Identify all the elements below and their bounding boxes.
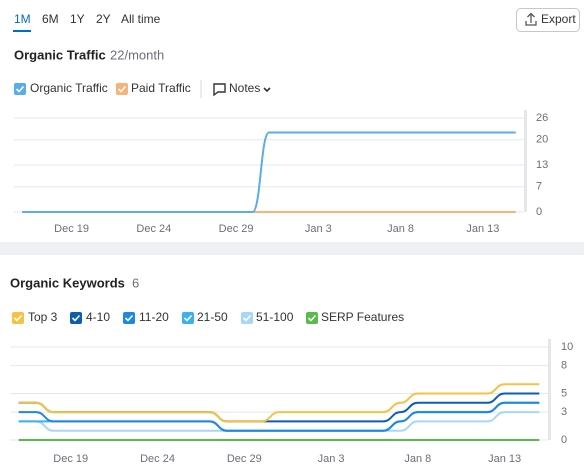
legend-label[interactable]: 51-100 (256, 310, 294, 324)
legend-checkbox[interactable] (116, 83, 128, 95)
series-line (22, 131, 516, 213)
checkmark (13, 314, 23, 322)
y-tick-label: 8 (561, 360, 567, 372)
y-tick-label: 10 (561, 341, 573, 353)
series-line (18, 383, 540, 423)
period-tab[interactable]: 2Y (96, 12, 111, 26)
series-line (18, 401, 540, 432)
y-tick-label: 0 (536, 206, 542, 218)
chart-subtitle: 22/month (110, 47, 164, 62)
y-tick-label: 13 (536, 159, 548, 171)
legend-label[interactable]: 11-20 (139, 310, 169, 324)
checkmark (307, 314, 317, 322)
y-tick-label: 3 (561, 406, 567, 418)
x-tick-label: Dec 19 (53, 453, 88, 465)
legend-checkbox[interactable] (70, 312, 82, 324)
y-tick-label: 5 (561, 387, 567, 399)
legend-checkbox[interactable] (14, 83, 26, 95)
legend-checkbox[interactable] (12, 312, 24, 324)
checkmark (71, 314, 81, 322)
y-tick-label: 26 (536, 112, 548, 124)
notes-button[interactable]: Notes (229, 81, 260, 95)
legend-label[interactable]: 21-50 (197, 310, 228, 324)
legend-label[interactable]: Organic Traffic (30, 81, 108, 95)
x-tick-label: Jan 8 (404, 453, 431, 465)
period-tab[interactable]: All time (121, 12, 161, 26)
legend-checkbox[interactable] (123, 312, 135, 324)
notes-icon (213, 83, 226, 97)
period-tab[interactable]: 1Y (70, 12, 85, 26)
chart-subtitle: 6 (132, 275, 139, 290)
checkmark (242, 314, 252, 322)
legend-checkbox[interactable] (306, 312, 318, 324)
axis-bar (548, 339, 551, 440)
card-gap (0, 242, 584, 255)
notes-chevron (263, 87, 271, 93)
x-tick-label: Jan 8 (387, 223, 414, 235)
x-tick-label: Dec 19 (54, 223, 89, 235)
legend-label[interactable]: Paid Traffic (131, 81, 191, 95)
active-tab-underline (13, 30, 31, 32)
export-label[interactable]: Export (541, 12, 576, 26)
x-tick-label: Jan 13 (466, 223, 499, 235)
checkmark (124, 314, 134, 322)
x-tick-label: Dec 29 (227, 453, 262, 465)
axis-bar (524, 110, 527, 212)
period-tab[interactable]: 6M (42, 12, 59, 26)
legend-label[interactable]: 4-10 (86, 310, 110, 324)
legend-checkbox[interactable] (241, 312, 253, 324)
y-tick-label: 0 (561, 434, 567, 446)
legend-label[interactable]: Top 3 (28, 310, 58, 324)
checkmark (183, 314, 193, 322)
checkmark (117, 85, 127, 93)
legend-checkbox[interactable] (182, 312, 194, 324)
y-tick-label: 20 (536, 134, 548, 146)
y-tick-label: 7 (536, 181, 542, 193)
x-tick-label: Jan 13 (488, 453, 521, 465)
x-tick-label: Jan 3 (305, 223, 332, 235)
checkmark (15, 85, 25, 93)
export-icon (525, 12, 537, 26)
x-tick-label: Jan 3 (318, 453, 345, 465)
period-tab[interactable]: 1M (14, 12, 31, 26)
legend-label[interactable]: SERP Features (321, 310, 404, 324)
x-tick-label: Dec 24 (136, 223, 171, 235)
chart-title: Organic Traffic (14, 47, 106, 62)
chart-title: Organic Keywords (10, 275, 125, 290)
x-tick-label: Dec 24 (140, 453, 175, 465)
x-tick-label: Dec 29 (219, 223, 254, 235)
